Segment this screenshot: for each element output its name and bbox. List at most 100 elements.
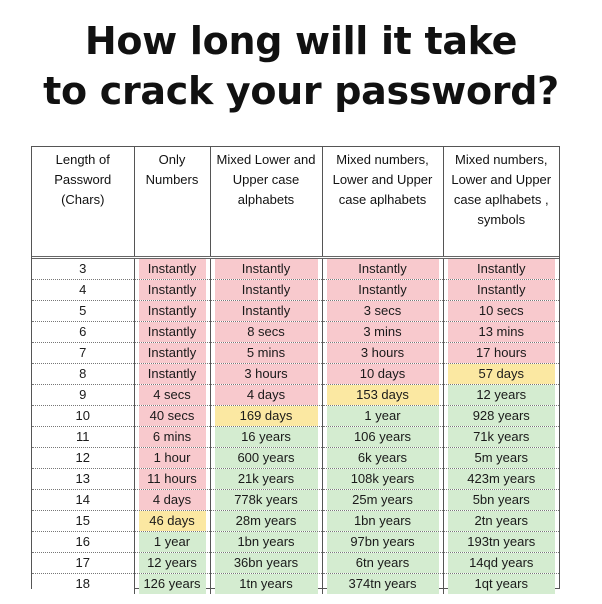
table-row: 17 12 years 36bn years 6tn years 14qd years: [32, 552, 559, 574]
time-cell: 1tn years: [210, 573, 323, 594]
header-only-numbers: Only Numbers: [134, 147, 211, 258]
time-value: 13 mins: [447, 322, 555, 342]
time-cell: Instantly: [322, 279, 444, 301]
time-cell: 126 years: [134, 573, 211, 594]
time-cell: Instantly: [134, 363, 211, 385]
length-cell: 18: [32, 573, 135, 594]
table-body: 3 Instantly Instantly Instantly Instantly 4 In…: [32, 257, 559, 594]
time-cell: 928 years: [443, 405, 559, 427]
time-value: 600 years: [214, 448, 318, 468]
length-cell: 3: [32, 257, 135, 280]
time-value: 46 days: [138, 511, 206, 531]
time-cell: 8 secs: [210, 321, 323, 343]
table-row: 16 1 year 1bn years 97bn years 193tn years: [32, 531, 559, 553]
time-cell: Instantly: [134, 342, 211, 364]
time-value: 57 days: [447, 364, 555, 384]
time-value: Instantly: [138, 364, 206, 384]
table-row: 18 126 years 1tn years 374tn years 1qt years: [32, 573, 559, 594]
table-row: 8 Instantly 3 hours 10 days 57 days: [32, 363, 559, 385]
time-cell: Instantly: [134, 257, 211, 280]
time-value: 3 mins: [326, 322, 439, 342]
time-value: 193tn years: [447, 532, 555, 552]
time-value: 1bn years: [214, 532, 318, 552]
title-line-1: How long will it take: [84, 19, 518, 63]
table-row: 4 Instantly Instantly Instantly Instantly: [32, 279, 559, 301]
length-cell: 7: [32, 342, 135, 364]
time-cell: 3 mins: [322, 321, 444, 343]
time-value: Instantly: [214, 280, 318, 300]
table-row: 14 4 days 778k years 25m years 5bn years: [32, 489, 559, 511]
time-value: 14qd years: [447, 553, 555, 573]
time-value: 16 years: [214, 427, 318, 447]
time-cell: 17 hours: [443, 342, 559, 364]
table-row: 13 11 hours 21k years 108k years 423m years: [32, 468, 559, 490]
time-value: 36bn years: [214, 553, 318, 573]
time-value: 12 years: [447, 385, 555, 405]
table-row: 5 Instantly Instantly 3 secs 10 secs: [32, 300, 559, 322]
title-line-2: to crack your password?: [43, 69, 559, 113]
length-cell: 16: [32, 531, 135, 553]
time-value: Instantly: [138, 259, 206, 279]
time-value: 10 secs: [447, 301, 555, 321]
length-cell: 10: [32, 405, 135, 427]
time-cell: 5m years: [443, 447, 559, 469]
time-cell: Instantly: [134, 279, 211, 301]
time-value: 108k years: [326, 469, 439, 489]
time-cell: 1bn years: [210, 531, 323, 553]
table-row: 6 Instantly 8 secs 3 mins 13 mins: [32, 321, 559, 343]
time-cell: 153 days: [322, 384, 444, 406]
time-value: 28m years: [214, 511, 318, 531]
length-cell: 6: [32, 321, 135, 343]
time-value: 3 secs: [326, 301, 439, 321]
time-value: 3 hours: [214, 364, 318, 384]
time-value: Instantly: [138, 343, 206, 363]
length-cell: 4: [32, 279, 135, 301]
time-cell: 106 years: [322, 426, 444, 448]
time-cell: 11 hours: [134, 468, 211, 490]
header-mixed-case: Mixed Lower and Upper case alphabets: [210, 147, 323, 258]
time-cell: 4 days: [134, 489, 211, 511]
time-cell: 6k years: [322, 447, 444, 469]
time-value: 17 hours: [447, 343, 555, 363]
table-row: 12 1 hour 600 years 6k years 5m years: [32, 447, 559, 469]
time-cell: 14qd years: [443, 552, 559, 574]
password-crack-table: Length of Password (Chars) Only Numbers …: [31, 146, 560, 594]
time-cell: 12 years: [443, 384, 559, 406]
time-cell: Instantly: [210, 279, 323, 301]
time-cell: Instantly: [134, 300, 211, 322]
header-mixed-numbers-case: Mixed numbers, Lower and Upper case aplh…: [322, 147, 444, 258]
time-value: Instantly: [326, 259, 439, 279]
header-mixed-all-symbols: Mixed numbers, Lower and Upper case aplh…: [451, 152, 552, 227]
time-value: Instantly: [138, 301, 206, 321]
time-value: 6 mins: [138, 427, 206, 447]
time-value: 4 secs: [138, 385, 206, 405]
time-cell: 4 days: [210, 384, 323, 406]
time-value: Instantly: [214, 259, 318, 279]
time-value: 11 hours: [138, 469, 206, 489]
time-value: 1bn years: [326, 511, 439, 531]
time-cell: 169 days: [210, 405, 323, 427]
time-cell: 21k years: [210, 468, 323, 490]
table-row: 10 40 secs 169 days 1 year 928 years: [32, 405, 559, 427]
time-cell: 1 hour: [134, 447, 211, 469]
time-cell: 193tn years: [443, 531, 559, 553]
time-value: 169 days: [214, 406, 318, 426]
time-cell: 1 year: [322, 405, 444, 427]
time-cell: 4 secs: [134, 384, 211, 406]
time-value: 8 secs: [214, 322, 318, 342]
time-cell: 5bn years: [443, 489, 559, 511]
time-cell: 5 mins: [210, 342, 323, 364]
time-cell: 1qt years: [443, 574, 559, 594]
time-value: 1 year: [138, 532, 206, 552]
length-cell: 13: [32, 468, 135, 490]
time-cell: 97bn years: [322, 531, 444, 553]
time-value: 374tn years: [326, 574, 439, 594]
page-title: How long will it take to crack your pass…: [0, 16, 602, 116]
header-length: Length of Password (Chars): [32, 147, 135, 258]
time-value: 6k years: [326, 448, 439, 468]
time-value: 40 secs: [138, 406, 206, 426]
time-value: 71k years: [447, 427, 555, 447]
time-value: 3 hours: [326, 343, 439, 363]
length-cell: 17: [32, 552, 135, 574]
time-value: 6tn years: [326, 553, 439, 573]
